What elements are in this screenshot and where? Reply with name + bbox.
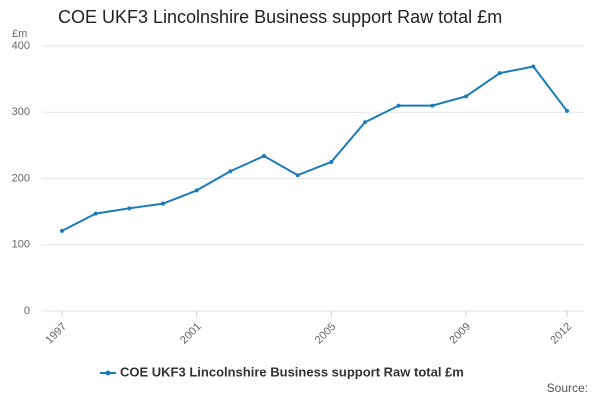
data-point bbox=[565, 108, 569, 113]
legend-marker bbox=[105, 370, 111, 376]
data-point bbox=[464, 94, 468, 99]
source: Source: bbox=[547, 381, 588, 395]
data-point bbox=[60, 228, 64, 233]
y-tick-label: 400 bbox=[12, 40, 30, 52]
data-point bbox=[161, 201, 165, 206]
data-point bbox=[127, 206, 132, 211]
data-point bbox=[93, 211, 98, 216]
x-tick-label: 2012 bbox=[548, 321, 574, 347]
data-point bbox=[497, 71, 502, 76]
data-point bbox=[430, 103, 435, 108]
data-point bbox=[396, 103, 401, 108]
data-point bbox=[531, 64, 536, 69]
data-point bbox=[194, 188, 199, 193]
x-tick-label: 2009 bbox=[447, 321, 473, 347]
data-point bbox=[329, 159, 334, 164]
series-line bbox=[61, 65, 568, 232]
data-point bbox=[295, 173, 300, 178]
y-tick-label: 100 bbox=[12, 239, 30, 251]
data-point bbox=[262, 153, 266, 158]
legend-label: COE UKF3 Lincolnshire Business support R… bbox=[120, 364, 464, 379]
y-axis-label: £m bbox=[12, 28, 27, 40]
data-point bbox=[363, 120, 367, 125]
y-tick-label: 200 bbox=[12, 172, 30, 184]
x-tick-label: 1997 bbox=[43, 321, 69, 347]
y-tick-label: 300 bbox=[12, 106, 30, 118]
chart-title: COE UKF3 Lincolnshire Business support R… bbox=[58, 7, 502, 27]
x-tick-label: 2005 bbox=[313, 321, 339, 347]
data-point bbox=[228, 169, 233, 174]
x-tick-label: 2001 bbox=[178, 321, 204, 347]
y-tick-label: 0 bbox=[24, 305, 30, 317]
